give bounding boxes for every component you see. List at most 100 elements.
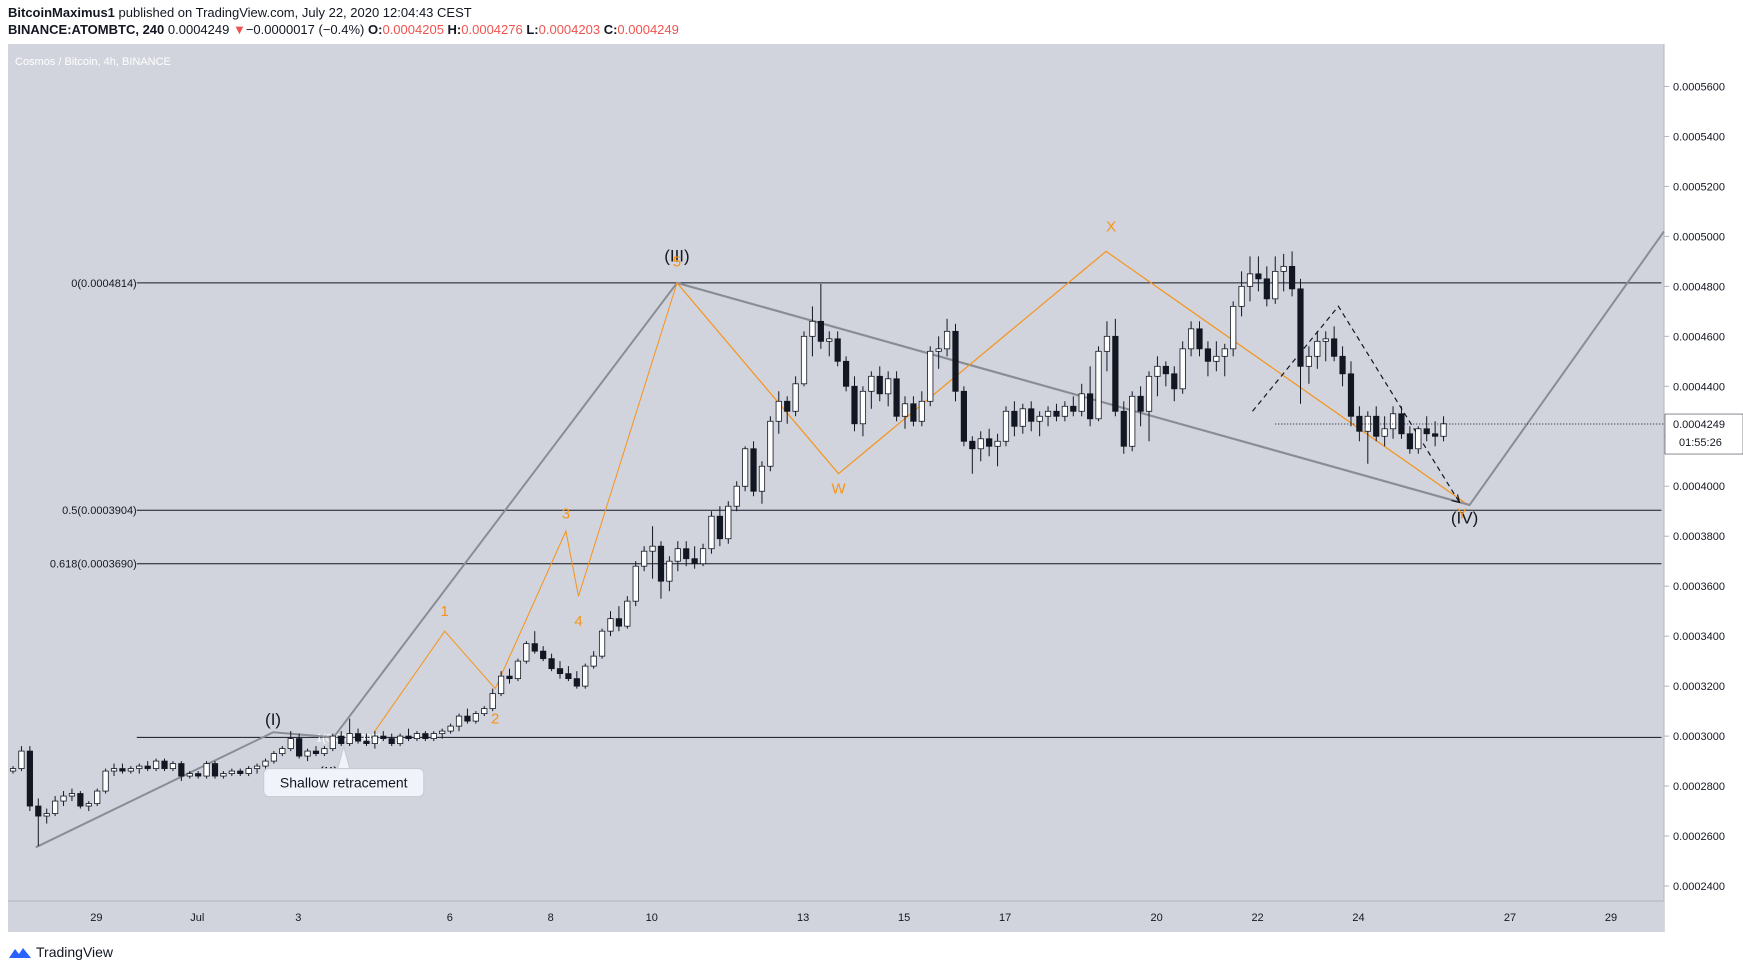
candle[interactable] bbox=[716, 506, 723, 547]
candle[interactable] bbox=[935, 336, 942, 369]
candle[interactable] bbox=[826, 331, 833, 357]
candle[interactable] bbox=[127, 766, 134, 774]
candle[interactable] bbox=[1322, 331, 1329, 362]
candle[interactable] bbox=[523, 641, 530, 664]
candle[interactable] bbox=[380, 731, 387, 742]
candle[interactable] bbox=[514, 658, 522, 682]
candle[interactable] bbox=[1213, 341, 1220, 372]
candle[interactable] bbox=[279, 746, 286, 757]
candle[interactable] bbox=[119, 763, 126, 774]
candle[interactable] bbox=[85, 801, 92, 812]
candle[interactable] bbox=[649, 526, 656, 579]
candle[interactable] bbox=[977, 431, 984, 462]
trendline[interactable] bbox=[676, 281, 1470, 506]
candle[interactable] bbox=[329, 733, 336, 752]
candle[interactable] bbox=[422, 731, 429, 742]
candle[interactable] bbox=[312, 746, 320, 757]
last-price-badge[interactable] bbox=[1664, 413, 1743, 455]
candle[interactable] bbox=[725, 501, 732, 544]
candle[interactable] bbox=[472, 711, 479, 724]
candle[interactable] bbox=[430, 731, 437, 742]
candle[interactable] bbox=[624, 596, 631, 629]
candle[interactable] bbox=[1002, 406, 1010, 447]
candle[interactable] bbox=[750, 441, 757, 497]
candle[interactable] bbox=[1381, 416, 1388, 447]
candle[interactable] bbox=[641, 546, 648, 572]
candle[interactable] bbox=[455, 713, 463, 732]
candle[interactable] bbox=[1061, 401, 1068, 422]
candle[interactable] bbox=[110, 763, 118, 777]
candle[interactable] bbox=[901, 396, 909, 429]
candle[interactable] bbox=[1087, 366, 1094, 427]
price-axis[interactable] bbox=[1664, 44, 1743, 901]
tradingview-branding[interactable]: TradingView bbox=[8, 944, 113, 960]
candle[interactable] bbox=[220, 771, 227, 779]
candle[interactable] bbox=[228, 768, 235, 777]
candle[interactable] bbox=[775, 391, 782, 434]
candle[interactable] bbox=[758, 461, 766, 504]
candle[interactable] bbox=[674, 541, 681, 572]
candle[interactable] bbox=[1246, 256, 1254, 302]
candle[interactable] bbox=[169, 761, 177, 772]
candle[interactable] bbox=[548, 653, 555, 672]
candle[interactable] bbox=[960, 386, 968, 447]
candle[interactable] bbox=[237, 768, 244, 777]
candle[interactable] bbox=[1044, 406, 1052, 427]
candle[interactable] bbox=[1137, 386, 1144, 427]
wxy-wave-line[interactable] bbox=[676, 250, 1465, 503]
candle[interactable] bbox=[1238, 271, 1245, 317]
candle[interactable] bbox=[842, 356, 850, 392]
candle[interactable] bbox=[1204, 341, 1212, 377]
candle[interactable] bbox=[136, 763, 143, 774]
candle[interactable] bbox=[683, 541, 690, 567]
callout-box[interactable] bbox=[263, 768, 425, 798]
candle[interactable] bbox=[1171, 366, 1178, 402]
candle[interactable] bbox=[952, 323, 959, 402]
candle[interactable] bbox=[304, 748, 311, 762]
candle[interactable] bbox=[876, 366, 883, 402]
candle[interactable] bbox=[1423, 416, 1430, 442]
candle[interactable] bbox=[1095, 346, 1102, 422]
candle[interactable] bbox=[68, 788, 76, 802]
candle[interactable] bbox=[1406, 426, 1413, 454]
candle[interactable] bbox=[784, 396, 791, 424]
candle[interactable] bbox=[1305, 346, 1313, 384]
candle[interactable] bbox=[397, 733, 404, 747]
candle[interactable] bbox=[1120, 401, 1127, 454]
candle[interactable] bbox=[506, 668, 513, 684]
candle[interactable] bbox=[1036, 411, 1043, 437]
candle[interactable] bbox=[439, 728, 446, 739]
candle[interactable] bbox=[481, 706, 488, 717]
candle[interactable] bbox=[767, 416, 774, 472]
candle[interactable] bbox=[270, 751, 278, 764]
candle[interactable] bbox=[918, 391, 925, 427]
candle[interactable] bbox=[910, 396, 917, 427]
candle[interactable] bbox=[615, 606, 623, 632]
candle[interactable] bbox=[9, 766, 17, 774]
candle[interactable] bbox=[178, 761, 185, 782]
candle[interactable] bbox=[94, 788, 101, 807]
candle[interactable] bbox=[1187, 321, 1195, 357]
candle[interactable] bbox=[1112, 318, 1119, 417]
candle[interactable] bbox=[666, 556, 673, 592]
candle[interactable] bbox=[1314, 331, 1321, 369]
candle[interactable] bbox=[657, 541, 665, 599]
minor-wave-line[interactable] bbox=[373, 282, 678, 733]
candle[interactable] bbox=[893, 371, 900, 422]
candle[interactable] bbox=[1011, 401, 1018, 437]
candle[interactable] bbox=[1196, 321, 1203, 357]
candle[interactable] bbox=[296, 733, 303, 759]
candle[interactable] bbox=[18, 746, 25, 772]
candle[interactable] bbox=[691, 546, 698, 569]
candle[interactable] bbox=[35, 798, 42, 847]
time-axis[interactable] bbox=[8, 901, 1664, 932]
candle[interactable] bbox=[413, 731, 421, 742]
candle[interactable] bbox=[1154, 356, 1161, 397]
candle[interactable] bbox=[1028, 401, 1035, 432]
candle[interactable] bbox=[1230, 301, 1237, 357]
candle[interactable] bbox=[346, 718, 353, 747]
candle[interactable] bbox=[986, 428, 993, 457]
candle[interactable] bbox=[1053, 403, 1060, 422]
plot-area[interactable] bbox=[8, 44, 1664, 901]
candle[interactable] bbox=[1339, 346, 1346, 387]
